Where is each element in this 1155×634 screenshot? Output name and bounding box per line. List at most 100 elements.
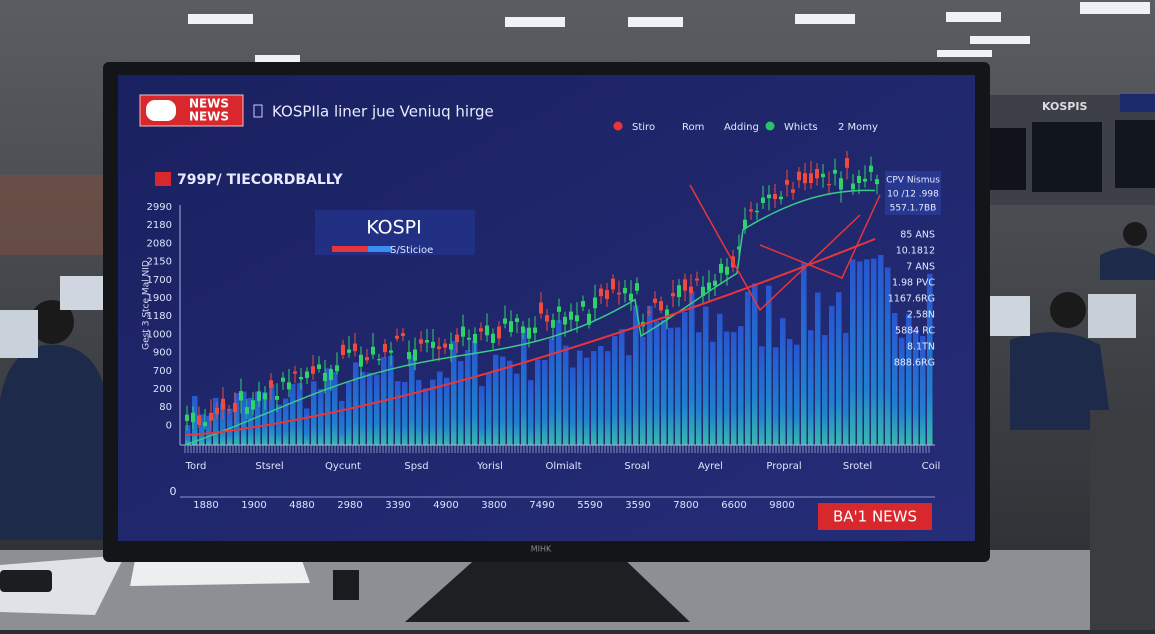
volume-bar	[696, 332, 702, 445]
candle	[725, 266, 729, 275]
volume-bar	[549, 338, 555, 445]
candle	[485, 325, 489, 336]
candle	[317, 364, 321, 369]
candle	[335, 365, 339, 372]
candle	[323, 373, 327, 382]
volume-bar	[794, 344, 800, 445]
volume-bar	[815, 292, 821, 445]
candle	[383, 343, 387, 353]
moving-average	[184, 238, 876, 436]
candle	[575, 315, 579, 322]
candle	[251, 400, 255, 410]
candle	[305, 371, 309, 379]
volume-bar	[661, 320, 667, 445]
candle	[215, 407, 219, 415]
candle	[191, 412, 195, 423]
y-label: 2150	[147, 257, 172, 268]
volume-bar	[514, 373, 520, 445]
y-label: 1180	[147, 311, 172, 322]
candle	[389, 350, 393, 353]
volume-bar	[913, 329, 919, 445]
volume-bar	[920, 336, 926, 445]
candle	[797, 171, 801, 181]
candle	[497, 326, 501, 339]
candle	[461, 326, 465, 337]
candle	[857, 175, 861, 184]
volume-bar	[759, 346, 765, 445]
candle	[227, 409, 231, 411]
paper	[130, 555, 310, 586]
volume-bar	[612, 336, 618, 445]
trend-line	[689, 184, 881, 312]
legend-dot	[613, 121, 623, 131]
volume-bar	[444, 377, 450, 445]
candle	[653, 298, 657, 303]
candle	[533, 327, 537, 333]
candle	[875, 179, 879, 185]
volume-bar	[528, 380, 534, 445]
index-bar	[332, 246, 368, 252]
candle	[347, 349, 351, 353]
volume-bar	[542, 360, 548, 445]
candle	[635, 283, 639, 291]
candle	[821, 173, 825, 178]
background-sign: KOSPIS	[1042, 100, 1087, 113]
y-label: 0	[166, 420, 172, 431]
candle	[815, 168, 819, 179]
candle	[839, 178, 843, 190]
candle	[677, 285, 681, 298]
x-label: Sroal	[624, 461, 649, 472]
legend-label: Stiro	[632, 122, 655, 133]
volume-bar	[535, 359, 541, 445]
volume-bar	[927, 273, 933, 445]
legend-label: Rom	[682, 122, 704, 133]
y-label: 80	[159, 402, 172, 413]
y-label: 1900	[147, 293, 172, 304]
side-panel-text: 10 /12 .998	[887, 190, 939, 200]
candle	[611, 278, 615, 290]
candle	[443, 343, 447, 348]
bottom-label: 3590	[625, 500, 650, 511]
volume-bar	[626, 355, 632, 445]
y-axis-title: Gest 3 Stce Mal NID	[142, 260, 152, 350]
volume-bar	[458, 361, 464, 445]
candle	[749, 209, 753, 212]
candle	[623, 287, 627, 294]
y-label: 2180	[147, 220, 172, 231]
volume-bar	[318, 389, 324, 445]
volume-bar	[843, 332, 849, 445]
legend-dot	[765, 121, 775, 131]
x-label: Tord	[185, 461, 207, 472]
volume-bar	[717, 313, 723, 445]
candle	[449, 343, 453, 350]
volume-bar	[906, 313, 912, 445]
candle	[719, 263, 723, 273]
volume-bar	[871, 258, 877, 445]
candle	[245, 407, 249, 414]
volume-bar	[255, 391, 261, 445]
x-label: Srotel	[843, 461, 872, 472]
side-panel	[885, 171, 941, 215]
cabinet	[1090, 410, 1155, 630]
volume-bar	[213, 397, 219, 445]
candle	[863, 178, 867, 182]
volume-bar	[738, 326, 744, 445]
bottom-label: 1900	[241, 500, 266, 511]
candle	[593, 297, 597, 309]
candle	[257, 391, 261, 401]
candle	[629, 293, 633, 301]
volume-bar	[416, 379, 422, 445]
candle	[869, 165, 873, 172]
candle	[557, 306, 561, 312]
candle	[413, 349, 417, 361]
volume-bar	[899, 337, 905, 445]
candle	[647, 311, 651, 313]
candle	[287, 382, 291, 390]
candle	[377, 359, 381, 361]
volume-bar	[703, 306, 709, 445]
candle	[473, 334, 477, 344]
candle	[755, 210, 759, 213]
bottom-label: 3390	[385, 500, 410, 511]
